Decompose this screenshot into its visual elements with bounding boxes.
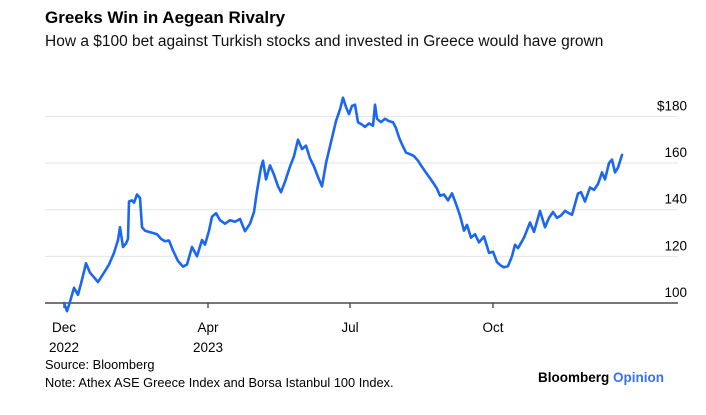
source-note-block: Source: Bloomberg Note: Athex ASE Greece… — [45, 356, 394, 392]
x-tick-label-Apr: Apr — [197, 320, 219, 335]
bloomberg-opinion-logo: Bloomberg Opinion — [538, 370, 664, 385]
chart-title: Greeks Win in Aegean Rivalry — [45, 8, 286, 27]
chart-subtitle: How a $100 bet against Turkish stocks an… — [45, 33, 604, 50]
x-tick-label-Jul: Jul — [341, 320, 358, 335]
y-tick-label-140: 140 — [664, 192, 687, 207]
chart-svg: $180 160 140 120 100 Dec 2022 Apr 2023 Jul Oct — [45, 96, 687, 355]
x-tick-year-2023: 2023 — [193, 340, 223, 355]
y-tick-label-160: 160 — [664, 145, 687, 160]
note-line: Note: Athex ASE Greece Index and Borsa I… — [45, 375, 394, 391]
y-tick-label-120: 120 — [664, 238, 687, 253]
x-tick-year-2022: 2022 — [49, 340, 79, 355]
y-tick-label-100: 100 — [664, 285, 687, 300]
x-tick-label-Oct: Oct — [482, 320, 503, 335]
logo-bloomberg-text: Bloomberg — [537, 370, 610, 385]
price-line-series — [62, 96, 624, 313]
x-tick-label-Dec: Dec — [52, 320, 76, 335]
y-tick-label-180: $180 — [657, 98, 687, 113]
source-line: Source: Bloomberg — [45, 357, 155, 372]
logo-opinion-text: Opinion — [613, 370, 664, 385]
